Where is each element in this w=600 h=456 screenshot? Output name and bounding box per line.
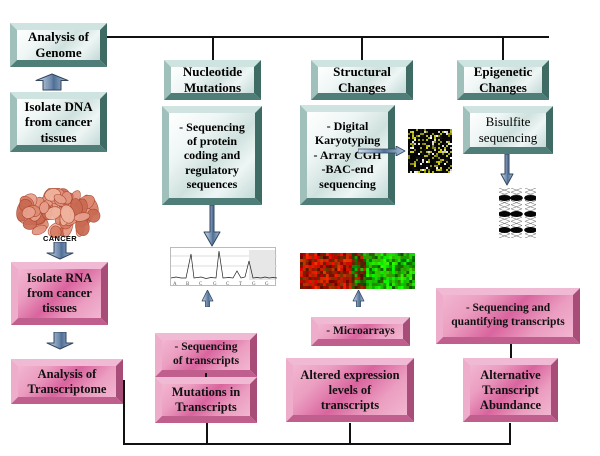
svg-text:G: G (252, 282, 256, 287)
svg-text:C: C (226, 282, 230, 287)
svg-text:A: A (173, 282, 177, 287)
svg-text:B: B (186, 282, 190, 287)
svg-text:C: C (199, 282, 203, 287)
svg-text:G: G (265, 282, 269, 287)
svg-text:T: T (239, 282, 242, 287)
svg-text:G: G (213, 282, 217, 287)
